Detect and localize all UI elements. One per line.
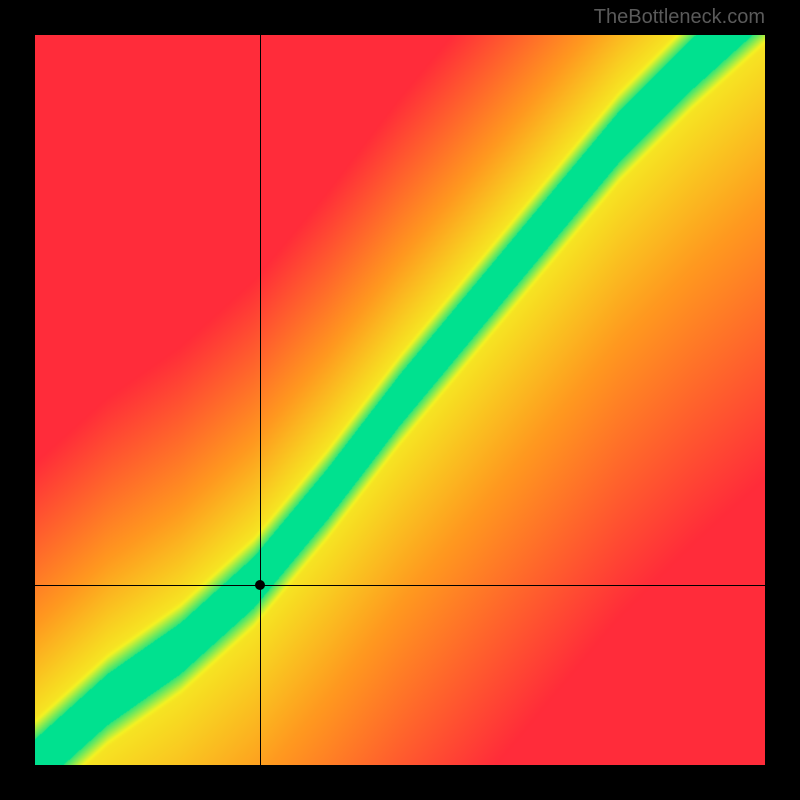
bottleneck-heatmap (35, 35, 765, 765)
watermark-text: TheBottleneck.com (594, 6, 765, 29)
data-point-marker (255, 580, 265, 590)
crosshair-vertical (260, 35, 261, 765)
crosshair-horizontal (35, 585, 765, 586)
heatmap-canvas (35, 35, 765, 765)
